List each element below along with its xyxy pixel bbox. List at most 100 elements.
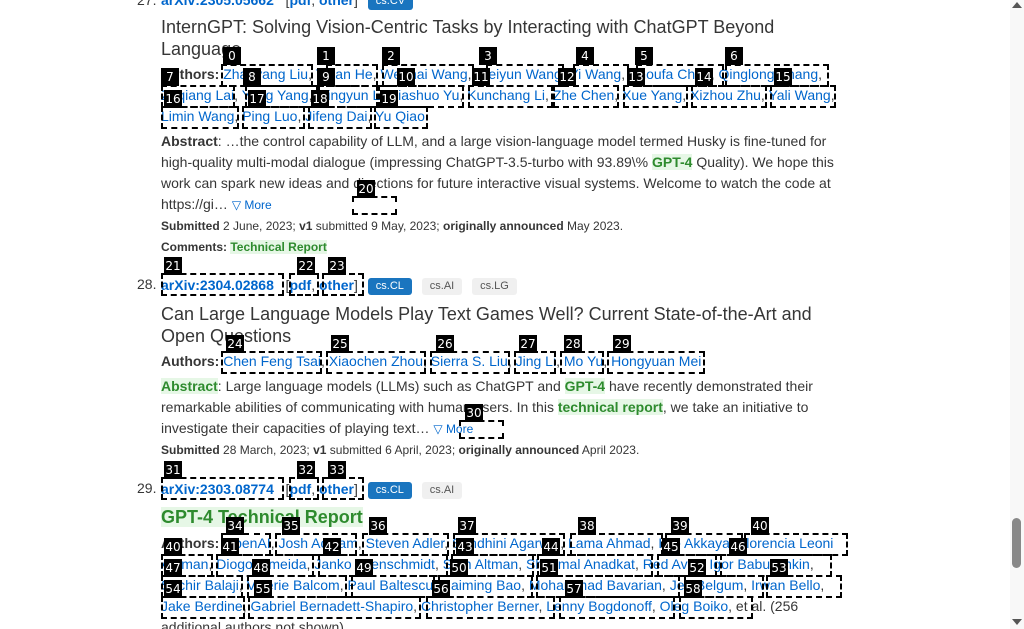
more-link[interactable]: ▽ More bbox=[433, 422, 474, 436]
result-title: InternGPT: Solving Vision-Centric Tasks … bbox=[161, 17, 775, 59]
announced-date: May 2023. bbox=[567, 219, 624, 233]
submitted-label: Submitted bbox=[161, 219, 220, 233]
version-date: submitted 9 May, 2023; bbox=[315, 219, 440, 233]
abstract-label: Abstract bbox=[161, 378, 218, 394]
announced-label: originally announced bbox=[442, 219, 564, 233]
author-link[interactable]: Oleg Boiko bbox=[659, 598, 729, 614]
scrollbar-thumb[interactable] bbox=[1012, 518, 1021, 568]
author-link[interactable]: Josh Achiam bbox=[278, 535, 358, 551]
author-link[interactable]: Limin Wang bbox=[161, 108, 235, 124]
author-link[interactable]: Yi Wang bbox=[569, 66, 622, 82]
author-link[interactable]: Christopher Berner bbox=[420, 598, 539, 614]
submitted-date: 28 March, 2023; bbox=[223, 443, 310, 457]
author-link[interactable]: Ping Luo bbox=[242, 108, 298, 124]
submitted-date: 2 June, 2023; bbox=[223, 219, 296, 233]
vertical-scrollbar[interactable] bbox=[1010, 0, 1024, 629]
result-title: Can Large Language Models Play Text Game… bbox=[161, 304, 812, 346]
highlight-term: GPT-4 bbox=[652, 154, 693, 170]
scroll-up-icon[interactable] bbox=[1012, 2, 1022, 8]
pdf-link[interactable]: pdf bbox=[289, 0, 312, 8]
author-link[interactable]: Irwan Bello bbox=[751, 577, 821, 593]
author-link[interactable]: Jifeng Dai bbox=[305, 108, 368, 124]
arxiv-id-link[interactable]: arXiv:2305.05662 bbox=[161, 0, 274, 8]
author-link[interactable]: Jake Berdine bbox=[161, 598, 243, 614]
highlight-term: technical report bbox=[557, 399, 663, 415]
result-number: 28. bbox=[137, 276, 157, 292]
author-link[interactable]: Jeff Belgum bbox=[669, 577, 744, 593]
scroll-down-icon[interactable] bbox=[1012, 619, 1022, 625]
category-tag: cs.CV bbox=[367, 0, 414, 10]
author-link[interactable]: Xizhou Zhu bbox=[690, 87, 761, 103]
author-link[interactable]: Hongyuan Mei bbox=[611, 353, 702, 369]
author-link[interactable]: Lenny Bogdonoff bbox=[546, 598, 652, 614]
author-link[interactable]: Shoufa Chen bbox=[628, 66, 711, 82]
comments: Comments: Technical Report bbox=[161, 240, 327, 254]
author-link[interactable]: Igor Babuschkin bbox=[709, 556, 810, 572]
submission-info: Submitted 28 March, 2023; v1 submitted 6… bbox=[161, 443, 639, 457]
author-link[interactable]: Yali Wang bbox=[768, 87, 831, 103]
author-link[interactable]: Steven Adler bbox=[365, 535, 445, 551]
author-link[interactable]: Kunchang Li bbox=[467, 87, 546, 103]
category-tag: cs.CL bbox=[367, 278, 412, 295]
author-link[interactable]: Haiming Bao bbox=[440, 577, 522, 593]
pdf-link[interactable]: pdf bbox=[289, 277, 312, 293]
author-link[interactable]: Lama Ahmad bbox=[568, 535, 651, 551]
more-link[interactable]: ▽ More bbox=[231, 198, 272, 212]
result-id-line: arXiv:2304.02868 [pdf, other] cs.CL cs.A… bbox=[161, 275, 517, 295]
author-link[interactable]: Janko Altenschmidt bbox=[314, 556, 435, 572]
author-link[interactable]: Weiyun Wang bbox=[475, 66, 562, 82]
authors-label: Authors: bbox=[161, 353, 220, 369]
author-link[interactable]: Zhe Chen bbox=[552, 87, 615, 103]
result-id-line: arXiv:2303.08774 [pdf, other] cs.CL cs.A… bbox=[161, 479, 463, 499]
other-link[interactable]: other bbox=[318, 277, 354, 293]
author-link[interactable]: Jiashuo Yu bbox=[391, 87, 460, 103]
author-link[interactable]: Gabriel Bernadett-Shapiro bbox=[250, 598, 414, 614]
version-date: submitted 6 April, 2023; bbox=[329, 443, 456, 457]
author-link[interactable]: Chen Feng Tsai bbox=[223, 353, 322, 369]
submitted-label: Submitted bbox=[161, 443, 220, 457]
category-tag: cs.CL bbox=[367, 482, 412, 499]
pdf-link[interactable]: pdf bbox=[289, 481, 312, 497]
author-link[interactable]: Zhaoyang Liu bbox=[223, 66, 309, 82]
arxiv-id-link[interactable]: arXiv:2303.08774 bbox=[161, 481, 274, 497]
author-link[interactable]: Wenhai Wang bbox=[380, 66, 468, 82]
comments-text: Technical Report bbox=[230, 240, 327, 254]
version-label: v1 bbox=[313, 443, 327, 457]
author-link[interactable]: Jing Li bbox=[515, 353, 557, 369]
abstract-text: Quality). We hope this work can spark ne… bbox=[161, 154, 834, 212]
author-link[interactable]: Mo Yu bbox=[563, 353, 604, 369]
submission-info: Submitted 2 June, 2023; v1 submitted 9 M… bbox=[161, 219, 623, 233]
announced-label: originally announced bbox=[458, 443, 580, 457]
abstract-text: have recently demonstrated their remarka… bbox=[161, 378, 813, 415]
abstract-text: , we take an initiative to investigate t… bbox=[161, 399, 809, 436]
arxiv-id-link[interactable]: arXiv:2304.02868 bbox=[161, 277, 274, 293]
result-number: 27. bbox=[137, 0, 157, 8]
author-link[interactable]: Sierra S. Liu bbox=[430, 353, 508, 369]
abstract: Abstract: …the control capability of LLM… bbox=[161, 131, 851, 216]
result-id-line: arXiv:2305.05662 [pdf, other] cs.CV bbox=[161, 0, 414, 10]
category-tag: cs.AI bbox=[421, 482, 463, 499]
result-number: 29. bbox=[137, 480, 157, 496]
author-link[interactable]: Xue Yang bbox=[622, 87, 683, 103]
author-link[interactable]: Yu Qiao bbox=[375, 108, 425, 124]
author-list: Authors: Zhaoyang Liu, Yinan He, Wenhai … bbox=[161, 66, 835, 124]
other-link[interactable]: other bbox=[318, 481, 354, 497]
author-link[interactable]: Qinglong Zhang bbox=[718, 66, 819, 82]
result-title: GPT-4 Technical Report bbox=[161, 506, 841, 528]
abstract-text: : Large language models (LLMs) such as C… bbox=[217, 378, 561, 394]
announced-date: April 2023. bbox=[581, 443, 640, 457]
category-tag: cs.AI bbox=[421, 278, 463, 295]
author-link[interactable]: Paul Baltescu bbox=[347, 577, 434, 593]
author-link[interactable]: Sandhini Agarwal bbox=[452, 535, 561, 551]
version-label: v1 bbox=[299, 219, 313, 233]
title-text: GPT-4 Technical Report bbox=[161, 507, 363, 527]
other-link[interactable]: other bbox=[318, 0, 354, 8]
et-al-text: , et al. (256 additional authors not sho… bbox=[161, 598, 799, 629]
author-link[interactable]: Xiaochen Zhou bbox=[328, 353, 423, 369]
highlight-term: GPT-4 bbox=[564, 378, 606, 394]
author-link[interactable]: Mohammad Bavarian bbox=[528, 577, 662, 593]
category-tag: cs.LG bbox=[472, 278, 517, 295]
author-link[interactable]: Qingyun Li bbox=[316, 87, 384, 103]
abstract-text: : …the control capability of LLM, and a … bbox=[161, 133, 827, 170]
